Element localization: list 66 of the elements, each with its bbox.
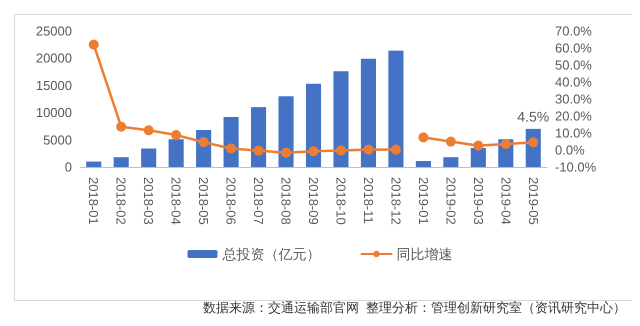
bar <box>278 96 294 167</box>
x-tick-label: 2018-08 <box>278 177 294 225</box>
y2-tick-label: 20.0% <box>555 108 592 124</box>
point <box>473 140 484 151</box>
y-tick-label: 10000 <box>36 105 72 120</box>
x-tick-label: 2019-02 <box>443 177 458 225</box>
y2-tick-label: 70.0% <box>555 24 592 38</box>
point <box>363 144 374 155</box>
y2-tick-label: 10.0% <box>555 126 592 140</box>
x-tick-label: 2019-01 <box>416 177 431 225</box>
y-tick-label: 25000 <box>36 24 72 38</box>
bar <box>141 148 156 167</box>
bar <box>306 84 322 167</box>
bar <box>168 139 184 167</box>
point <box>446 136 456 147</box>
point <box>88 40 99 50</box>
bar <box>388 50 404 167</box>
x-tick-label: 2018-05 <box>196 177 212 225</box>
y2-tick-label: 0.0% <box>555 142 586 158</box>
x-tick-label: 2018-06 <box>224 177 239 225</box>
y-tick-label: 0 <box>64 160 72 174</box>
point <box>226 143 236 154</box>
x-tick-label: 2018-10 <box>333 177 348 225</box>
y-tick-label: 20000 <box>36 50 72 66</box>
y-tick-label: 15000 <box>36 78 72 93</box>
point <box>254 146 264 156</box>
bar <box>333 71 349 167</box>
y2-tick-label: -10.0% <box>555 160 597 174</box>
x-tick-label: 2018-11 <box>360 177 376 224</box>
point <box>116 122 126 132</box>
x-tick-label: 2018-07 <box>251 177 266 225</box>
point <box>418 132 428 142</box>
bar <box>470 148 486 167</box>
point <box>281 148 292 158</box>
x-tick-label: 2018-03 <box>141 177 156 225</box>
bar <box>416 161 431 167</box>
x-tick-label: 2019-04 <box>498 177 514 225</box>
point <box>198 137 209 148</box>
bar <box>114 157 129 167</box>
legend-label: 同比增速 <box>396 246 452 262</box>
x-tick-label: 2018-02 <box>114 177 129 225</box>
point <box>390 144 401 155</box>
x-tick-label: 2019-03 <box>470 177 486 225</box>
legend-label: 总投资（亿元） <box>222 246 320 262</box>
bar <box>360 58 376 167</box>
y2-tick-label: 50.0% <box>555 58 592 72</box>
x-tick-label: 2018-01 <box>86 177 102 225</box>
x-tick-label: 2018-09 <box>306 177 321 225</box>
bar <box>443 157 458 167</box>
point <box>171 130 182 140</box>
source-note: 数据来源：交通运输部官网 整理分析：管理创新研究室（资讯研究中心） <box>202 300 626 315</box>
point <box>528 137 538 148</box>
point <box>336 146 346 156</box>
y-tick-label: 5000 <box>43 132 72 148</box>
x-tick-label: 2018-04 <box>168 177 184 225</box>
point <box>500 139 511 150</box>
bar <box>251 107 266 167</box>
point <box>308 146 318 156</box>
data-label: 4.5% <box>517 108 550 124</box>
point <box>144 125 154 136</box>
x-tick-label: 2019-05 <box>526 177 541 225</box>
y2-tick-label: 60.0% <box>555 40 592 56</box>
y2-tick-label: 40.0% <box>555 74 592 90</box>
bar <box>86 162 102 167</box>
y2-tick-label: 30.0% <box>555 92 592 106</box>
x-tick-label: 2018-12 <box>388 177 404 225</box>
